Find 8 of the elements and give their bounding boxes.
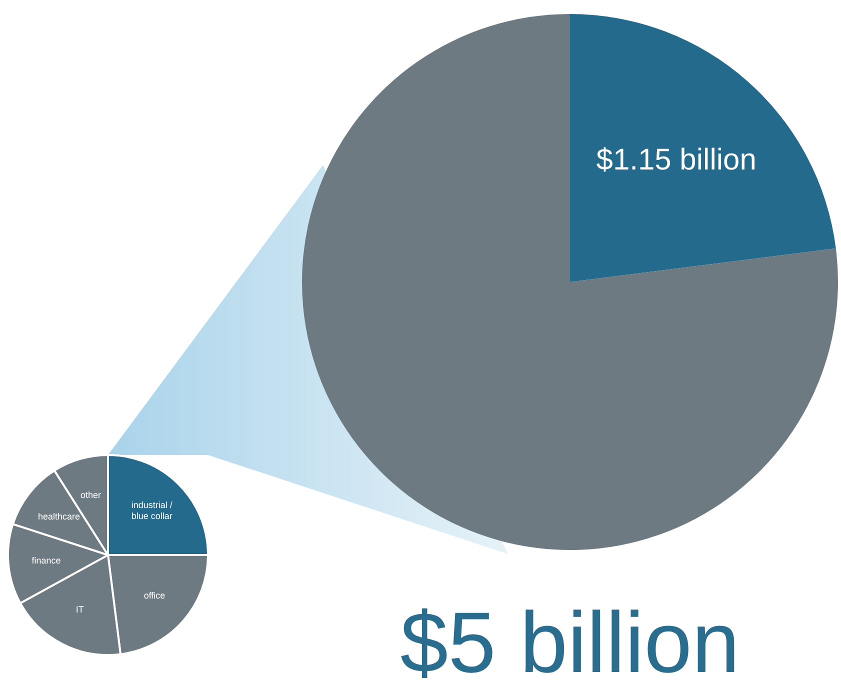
slice-label: finance	[32, 555, 61, 566]
slice-label: other	[80, 490, 101, 500]
data-label: $1.15 billion	[596, 144, 756, 177]
slice-label: office	[144, 590, 166, 600]
slice-label: healthcare	[38, 511, 80, 522]
text: $5 billion	[399, 595, 741, 691]
slice-label: IT	[76, 604, 84, 615]
slice-label: industrial / blue collar	[131, 500, 173, 522]
